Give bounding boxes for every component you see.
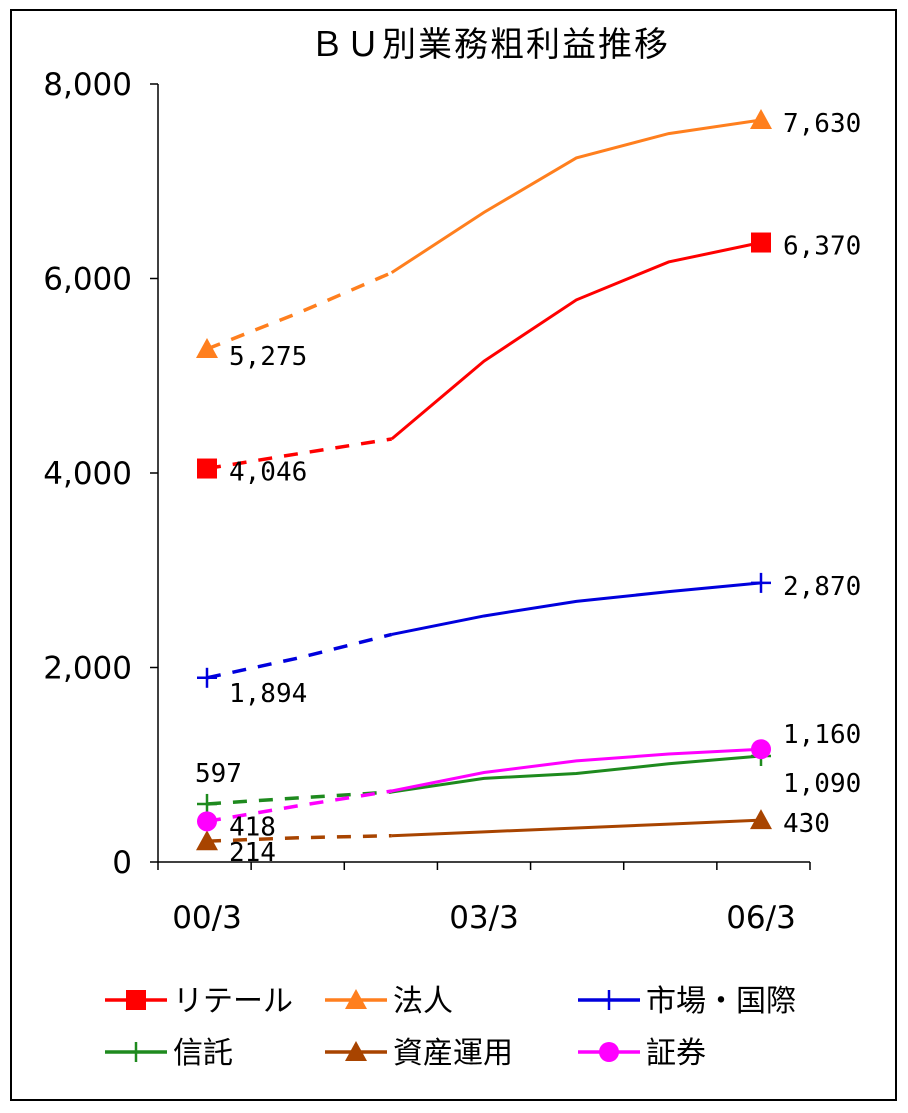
tick-labels: 0 2,000 4,000 6,000 8,000 00/3 03/3 06/3 [43, 67, 796, 936]
y-tick-label: 0 [112, 845, 132, 881]
y-tick-label: 2,000 [43, 651, 132, 687]
data-label-last: 7,630 [783, 109, 861, 139]
data-label-first: 5,275 [229, 342, 307, 372]
x-tick-label: 03/3 [449, 900, 519, 936]
legend-label: 法人 [393, 984, 453, 1019]
data-label-first: 4,046 [229, 458, 307, 488]
data-labels: 4,046 6,370 5,275 7,630 1,894 2,870 597 1,090 21… [195, 109, 861, 868]
series-dashed-3 [206, 790, 392, 806]
data-label-first: 214 [229, 838, 276, 868]
y-tick-label: 6,000 [43, 262, 132, 298]
legend-item: リテール [105, 984, 293, 1019]
series-dashed-4 [206, 833, 392, 843]
series-line-3 [391, 754, 762, 794]
series-line-1 [390, 118, 762, 274]
legend-item: 法人 [325, 984, 453, 1019]
data-label-last: 430 [783, 809, 830, 839]
data-point-marker [197, 793, 217, 814]
series-line-0 [390, 241, 762, 441]
data-point-marker [751, 739, 771, 760]
data-label-last: 1,160 [783, 720, 861, 750]
data-point-marker [751, 572, 771, 593]
series-dashed-5 [206, 789, 392, 824]
legend-label: リテール [173, 984, 293, 1019]
data-point-marker [345, 989, 367, 1009]
data-point-marker [197, 667, 217, 688]
data-point-marker [751, 232, 771, 253]
series-group [196, 108, 772, 851]
series-line-5 [391, 747, 762, 793]
chart-border [10, 9, 897, 1101]
series-line-2 [391, 581, 762, 636]
data-label-last: 1,090 [783, 769, 861, 799]
legend-label: 信託 [173, 1036, 233, 1071]
data-label-first: 1,894 [229, 679, 307, 709]
legend-item: 証券 [578, 1036, 706, 1071]
x-tick-label: 06/3 [726, 900, 796, 936]
legend-label: 証券 [646, 1036, 706, 1071]
data-point-marker [599, 1042, 619, 1062]
axes [150, 83, 811, 870]
series-dashed-2 [206, 632, 393, 680]
data-point-marker [126, 1042, 146, 1062]
data-label-last: 6,370 [783, 232, 861, 262]
series-dashed-1 [206, 271, 393, 351]
series-dashed-0 [206, 437, 392, 471]
legend-label: 資産運用 [393, 1036, 513, 1071]
series-line-4 [391, 818, 762, 838]
data-point-marker [750, 809, 772, 830]
data-point-marker [196, 830, 218, 851]
y-tick-label: 4,000 [43, 456, 132, 492]
legend-item: 資産運用 [325, 1036, 513, 1071]
data-label-first: 418 [229, 812, 276, 842]
x-tick-label: 00/3 [172, 900, 242, 936]
data-point-marker [750, 108, 772, 129]
legend-item: 市場・国際 [578, 984, 796, 1019]
data-point-marker [345, 1041, 367, 1061]
legend-item: 信託 [105, 1036, 233, 1071]
data-point-marker [197, 458, 217, 479]
y-tick-label: 8,000 [43, 67, 132, 103]
chart-title: ＢＵ別業務粗利益推移 [310, 25, 670, 65]
legend-label: 市場・国際 [646, 984, 796, 1019]
data-point-marker [599, 990, 619, 1010]
data-point-marker [196, 338, 218, 359]
data-point-marker [197, 811, 217, 832]
data-label-last: 2,870 [783, 572, 861, 602]
data-label-first: 597 [195, 759, 242, 789]
data-point-marker [126, 990, 146, 1010]
